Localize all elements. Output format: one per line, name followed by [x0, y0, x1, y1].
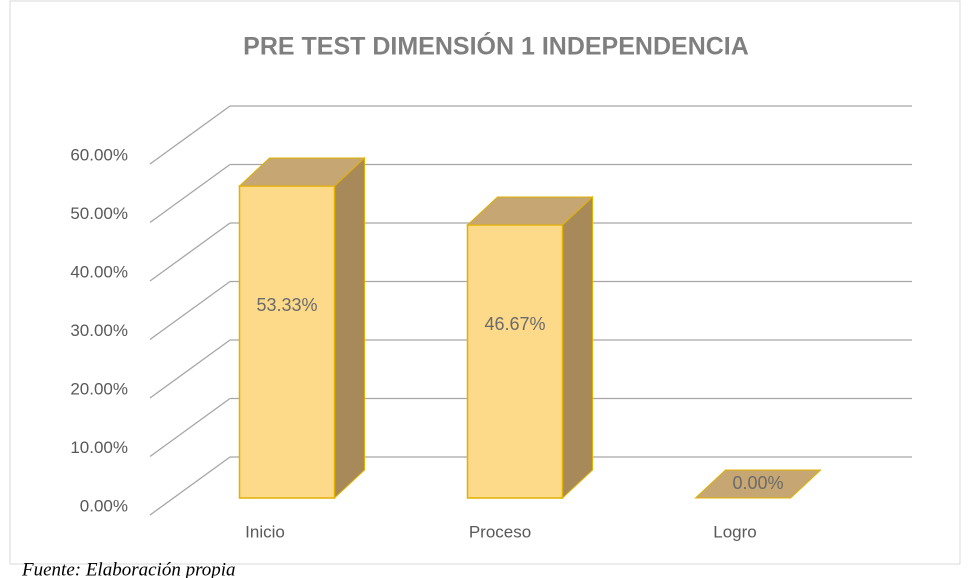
bar — [466, 224, 564, 499]
grid-line-side — [149, 456, 231, 516]
y-tick-label: 60.00% — [70, 145, 128, 164]
value-label: 53.33% — [256, 295, 317, 315]
x-tick-label: Proceso — [469, 522, 531, 541]
y-tick-label: 0.00% — [80, 496, 128, 515]
bar-top — [694, 469, 822, 499]
y-tick-label: 20.00% — [70, 379, 128, 398]
chart-title: PRE TEST DIMENSIÓN 1 INDEPENDENCIA — [243, 31, 749, 61]
bar — [238, 185, 336, 499]
x-tick-label: Inicio — [245, 522, 285, 541]
value-label: 0.00% — [732, 473, 783, 493]
x-tick-label: Logro — [713, 522, 756, 541]
bar-top — [466, 196, 594, 226]
grid-line-side — [149, 339, 231, 399]
y-tick-label: 10.00% — [70, 438, 128, 457]
y-tick-label: 40.00% — [70, 262, 128, 281]
grid-line-side — [149, 222, 231, 282]
grid-line-side — [149, 163, 231, 224]
grid-line-side — [149, 280, 231, 341]
bar-side — [562, 195, 593, 500]
value-label: 46.67% — [484, 314, 545, 334]
y-tick-label: 50.00% — [70, 204, 128, 223]
grid-line-side — [149, 105, 231, 165]
y-tick-label: 30.00% — [70, 321, 128, 340]
grid-line-side — [149, 397, 231, 458]
bar-side — [334, 156, 365, 500]
bar-top — [238, 157, 366, 187]
source-note: Fuente: Elaboración propia — [21, 559, 236, 578]
